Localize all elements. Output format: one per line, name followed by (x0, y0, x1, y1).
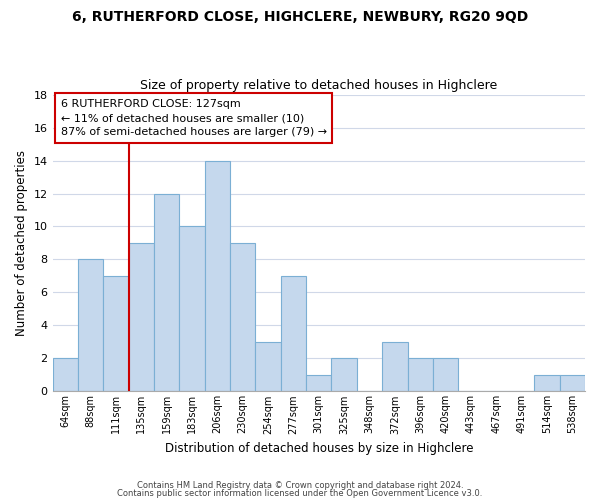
Y-axis label: Number of detached properties: Number of detached properties (15, 150, 28, 336)
Bar (78, 260, 103, 392)
Bar (281, 276, 306, 392)
Bar (53, 358, 78, 392)
Bar (128, 243, 154, 392)
Text: 6 RUTHERFORD CLOSE: 127sqm
← 11% of detached houses are smaller (10)
87% of semi: 6 RUTHERFORD CLOSE: 127sqm ← 11% of deta… (61, 99, 326, 137)
Bar (230, 243, 256, 392)
X-axis label: Distribution of detached houses by size in Highclere: Distribution of detached houses by size … (164, 442, 473, 455)
Bar (560, 375, 585, 392)
Text: Contains HM Land Registry data © Crown copyright and database right 2024.: Contains HM Land Registry data © Crown c… (137, 481, 463, 490)
Bar (179, 226, 205, 392)
Bar (534, 375, 560, 392)
Text: 6, RUTHERFORD CLOSE, HIGHCLERE, NEWBURY, RG20 9QD: 6, RUTHERFORD CLOSE, HIGHCLERE, NEWBURY,… (72, 10, 528, 24)
Bar (331, 358, 357, 392)
Bar (433, 358, 458, 392)
Bar (205, 160, 230, 392)
Bar (407, 358, 433, 392)
Bar (306, 375, 331, 392)
Bar (154, 194, 179, 392)
Bar (103, 276, 128, 392)
Bar (256, 342, 281, 392)
Bar (382, 342, 407, 392)
Text: Contains public sector information licensed under the Open Government Licence v3: Contains public sector information licen… (118, 488, 482, 498)
Title: Size of property relative to detached houses in Highclere: Size of property relative to detached ho… (140, 79, 497, 92)
